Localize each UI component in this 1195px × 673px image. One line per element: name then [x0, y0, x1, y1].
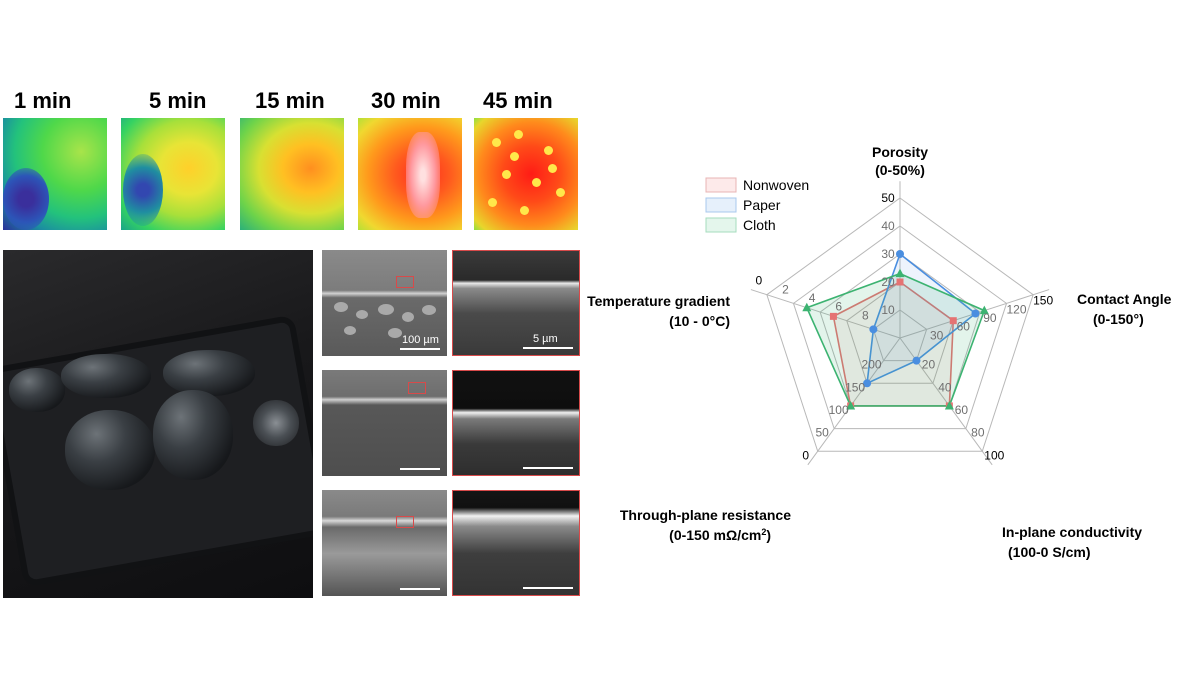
marker-paper-4 [863, 379, 872, 388]
thermal-image-5min [121, 118, 225, 230]
tick-label: 30 [930, 328, 944, 342]
grid-ring-4 [792, 225, 1008, 430]
axis-title-in-plane-conductivity: In-plane conductivity [1002, 524, 1142, 540]
thermal-image-15min [240, 118, 344, 230]
time-label-1: 1 min [14, 88, 72, 113]
tick-label: 150 [1033, 294, 1053, 308]
series-area-paper [866, 252, 977, 385]
axis-title-contact-angle: Contact Angle [1077, 291, 1172, 307]
tick-label: 150 [845, 380, 865, 394]
marker-paper-2 [971, 309, 980, 318]
sem-zoom-paper [452, 370, 580, 476]
droplet [61, 354, 151, 398]
marker-nonwoven-1 [896, 278, 904, 286]
electrode-photo [3, 250, 313, 598]
radar-areas [805, 252, 986, 407]
marker-cloth-1 [895, 268, 905, 278]
tick-label: 30 [881, 247, 895, 261]
scale-label-100um: 100 µm [402, 334, 439, 346]
tick-label: 4 [809, 291, 816, 305]
sem-cross-section-cloth [322, 490, 447, 596]
thermal-image-45min [474, 118, 578, 230]
tick-label: 20 [922, 358, 936, 372]
axis-title-through-plane-resistance: Through-plane resistance [620, 507, 791, 523]
sem-cross-section-nonwoven: 100 µm [322, 250, 447, 356]
marker-nonwoven-5 [829, 312, 837, 320]
marker-paper-3 [912, 356, 921, 365]
radar-chart: 1020304050306090120150204060801002001501… [587, 144, 1172, 560]
grid-ring-1 [872, 309, 928, 362]
axis-range-contact-angle: (0-150°) [1093, 311, 1144, 327]
time-label-3: 15 min [255, 88, 325, 113]
marker-cloth-2 [979, 305, 989, 315]
axis-range-through-plane-resistance: (0-150 mΩ/cm2) [669, 527, 771, 543]
radar-ticks: 1020304050306090120150204060801002001501… [756, 191, 1054, 462]
tick-label: 80 [971, 426, 985, 440]
marker-cloth-5 [802, 302, 812, 312]
tick-label: 40 [881, 219, 895, 233]
tick-label: 90 [983, 311, 997, 325]
axis-range-porosity: (0-50%) [875, 162, 925, 178]
tick-label: 120 [1007, 302, 1027, 316]
tick-label: 50 [881, 191, 895, 205]
marker-cloth-4 [846, 400, 856, 410]
grid-ring-5 [766, 197, 1034, 452]
legend-label-paper: Paper [743, 197, 781, 213]
legend-swatch-paper [705, 197, 737, 213]
marker-paper-5 [869, 325, 878, 334]
legend-label-nonwoven: Nonwoven [743, 177, 809, 193]
thermal-image-30min [358, 118, 462, 230]
time-label-4: 30 min [371, 88, 441, 113]
time-label-2: 5 min [149, 88, 207, 113]
sem-cross-section-paper [322, 370, 447, 476]
grid-spoke-4 [807, 337, 901, 466]
droplet [253, 400, 299, 446]
scale-label-5um: 5 µm [533, 333, 558, 345]
legend-label-cloth: Cloth [743, 217, 776, 233]
droplet [153, 390, 233, 480]
tick-label: 6 [835, 300, 842, 314]
axis-title-temperature-gradient: Temperature gradient [587, 293, 730, 309]
tick-label: 100 [984, 448, 1004, 462]
tick-label: 8 [862, 308, 869, 322]
droplet [65, 410, 155, 490]
tick-label: 0 [802, 448, 809, 462]
radar-markers [802, 250, 989, 410]
marker-cloth-3 [944, 400, 954, 410]
axis-range-in-plane-conductivity: (100-0 S/cm) [1008, 544, 1090, 560]
tick-label: 2 [782, 282, 789, 296]
legend-swatch-cloth [705, 217, 737, 233]
chart-legend: Nonwoven Paper Cloth [705, 177, 809, 233]
droplet [9, 368, 65, 412]
tick-label: 100 [829, 403, 849, 417]
tick-label: 40 [938, 380, 952, 394]
tick-label: 60 [955, 403, 969, 417]
tick-label: 200 [862, 358, 882, 372]
marker-paper-1 [896, 250, 904, 258]
time-label-5: 45 min [483, 88, 553, 113]
thermal-image-1min [3, 118, 107, 230]
sem-zoom-nonwoven: 5 µm [452, 250, 580, 356]
axis-range-temperature-gradient: (10 - 0°C) [669, 313, 730, 329]
droplet [163, 350, 255, 396]
sem-zoom-cloth [452, 490, 580, 596]
tick-label: 0 [756, 274, 763, 288]
marker-nonwoven-2 [949, 317, 957, 325]
tick-label: 20 [881, 275, 895, 289]
tick-label: 50 [815, 426, 829, 440]
tick-label: 60 [957, 320, 971, 334]
tick-label: 10 [881, 303, 895, 317]
legend-swatch-nonwoven [705, 177, 737, 193]
series-area-cloth [805, 272, 986, 407]
axis-title-porosity: Porosity [872, 144, 928, 160]
